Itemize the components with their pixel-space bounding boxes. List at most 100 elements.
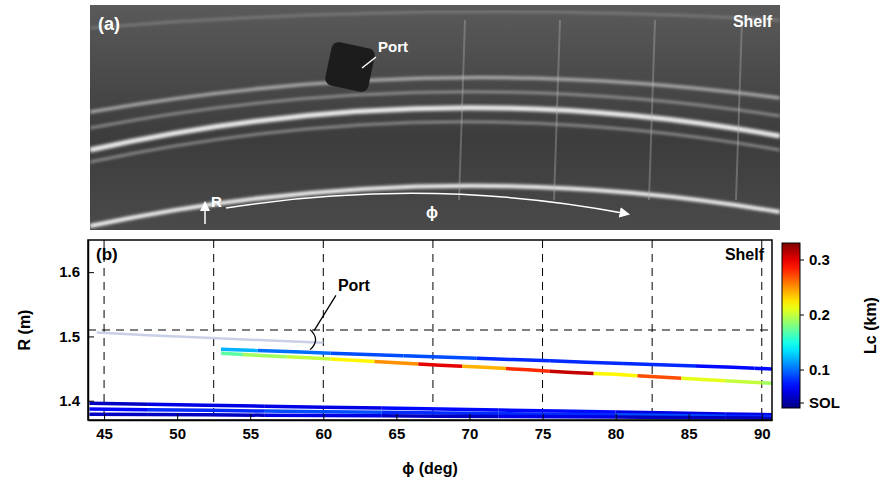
strike-segment bbox=[258, 351, 331, 354]
strike-segment bbox=[725, 412, 772, 416]
x-tick-mark bbox=[396, 414, 397, 420]
x-tick-label: 80 bbox=[608, 425, 625, 442]
x-tick-label: 90 bbox=[754, 425, 771, 442]
strike-segment bbox=[499, 410, 616, 412]
strike-segment bbox=[754, 367, 772, 371]
photo-background bbox=[90, 5, 780, 230]
r-arrow bbox=[204, 203, 206, 224]
x-tick-mark bbox=[104, 414, 105, 420]
corner-text: Shelf bbox=[725, 246, 765, 263]
y-axis-title: R (m) bbox=[16, 310, 33, 351]
strike-segment bbox=[725, 414, 772, 418]
strike-segment bbox=[418, 364, 462, 366]
x-tick-label: 70 bbox=[462, 425, 479, 442]
x-tick: 75 bbox=[535, 414, 552, 442]
strike-segment bbox=[462, 366, 506, 368]
y-axis-line bbox=[88, 241, 90, 421]
strike-segment bbox=[382, 412, 499, 413]
strike-segment bbox=[623, 363, 696, 366]
panel-label: (a) bbox=[98, 14, 120, 34]
photo-glow-band bbox=[90, 12, 780, 28]
x-tick-label: 75 bbox=[535, 425, 552, 442]
corner-text: Shelf bbox=[733, 13, 773, 30]
strike-segment bbox=[148, 404, 265, 406]
colorbar-tick-mark bbox=[800, 403, 804, 404]
colorbar-tick: SOL bbox=[800, 394, 840, 411]
y-tick: 1.4 bbox=[59, 392, 94, 409]
strike-segment bbox=[696, 366, 754, 368]
strike-segment bbox=[89, 412, 147, 416]
x-tick-mark bbox=[250, 414, 251, 420]
y-tick: 1.6 bbox=[59, 263, 94, 280]
strike-segment bbox=[331, 353, 404, 356]
strike-segment bbox=[550, 361, 623, 364]
x-tick-mark bbox=[177, 414, 178, 420]
colorbar-tick-label: 0.1 bbox=[809, 361, 830, 378]
photo-tile-gap bbox=[459, 20, 465, 200]
strike-segment bbox=[148, 410, 265, 411]
strike-segment bbox=[221, 353, 243, 354]
y-tick-label: 1.5 bbox=[59, 328, 80, 345]
x-tick-mark bbox=[616, 414, 617, 420]
x-tick: 90 bbox=[754, 414, 771, 442]
phi-label: ϕ bbox=[426, 204, 438, 221]
port-leader bbox=[362, 57, 376, 68]
x-tick-mark bbox=[689, 414, 690, 420]
colorbar-tick-mark bbox=[800, 370, 804, 371]
x-tick: 50 bbox=[169, 414, 186, 442]
x-tick-mark bbox=[762, 414, 763, 420]
colorbar-scale bbox=[782, 243, 800, 408]
strike-segment bbox=[265, 411, 382, 412]
photo-tile-gap bbox=[649, 20, 655, 200]
strike-segment bbox=[89, 407, 147, 411]
strike-segment bbox=[616, 415, 726, 419]
x-tick-label: 60 bbox=[315, 425, 332, 442]
photo-glow-band bbox=[90, 186, 780, 226]
x-tick-label: 45 bbox=[96, 425, 113, 442]
strike-segment bbox=[550, 371, 594, 373]
colorbar-axis: SOL 0.1 0.2 0.3 bbox=[800, 244, 840, 411]
y-tick-mark bbox=[88, 272, 94, 273]
strike-segment bbox=[382, 414, 499, 418]
x-tick-mark bbox=[543, 414, 544, 420]
y-tick-label: 1.4 bbox=[59, 392, 81, 409]
strike-segment bbox=[762, 381, 772, 385]
strike-segment bbox=[506, 369, 550, 372]
strike-segment bbox=[243, 354, 287, 356]
x-tick: 60 bbox=[315, 414, 332, 442]
strike-segment bbox=[594, 373, 638, 375]
plot-frame bbox=[88, 240, 772, 420]
strike-segment bbox=[499, 414, 616, 415]
colorbar-tick: 0.3 bbox=[800, 251, 830, 268]
grid-line bbox=[432, 240, 433, 420]
x-tick: 85 bbox=[681, 414, 698, 442]
x-tick-label: 85 bbox=[681, 425, 698, 442]
r-label: R bbox=[211, 193, 222, 210]
strike-segment bbox=[148, 413, 265, 417]
x-tick: 65 bbox=[389, 414, 406, 442]
strike-segment bbox=[638, 376, 682, 379]
port-label: Port bbox=[378, 38, 408, 55]
figure: Port (a) Shelf Rϕ 45 50 55 60 65 70 75 80 85 90 1.4 1.5… bbox=[0, 0, 889, 487]
colorbar-tick-mark bbox=[800, 315, 804, 316]
x-tick-label: 50 bbox=[169, 425, 186, 442]
x-tick: 70 bbox=[462, 414, 479, 442]
plot-background bbox=[88, 240, 772, 420]
x-tick-label: 55 bbox=[242, 425, 259, 442]
grid-line bbox=[88, 330, 772, 331]
strike-segment bbox=[265, 406, 382, 408]
photo-tile-gap bbox=[736, 20, 742, 200]
x-tick-mark bbox=[323, 414, 324, 420]
colorbar-tick-mark bbox=[800, 260, 804, 261]
annotation-bracket bbox=[310, 330, 316, 350]
chart-panel: 455055606570758085901.41.51.6ϕ (deg)R (m… bbox=[16, 240, 776, 477]
y-tick: 1.5 bbox=[59, 328, 94, 345]
annotation-text: Port bbox=[338, 277, 371, 294]
photo-port bbox=[324, 41, 376, 93]
strike-segment bbox=[404, 356, 477, 359]
x-tick: 55 bbox=[242, 414, 259, 442]
colorbar-tick-label: 0.3 bbox=[809, 251, 830, 268]
strike-segment bbox=[681, 378, 725, 381]
x-tick: 80 bbox=[608, 414, 625, 442]
colorbar-tick-label: 0.2 bbox=[809, 306, 830, 323]
